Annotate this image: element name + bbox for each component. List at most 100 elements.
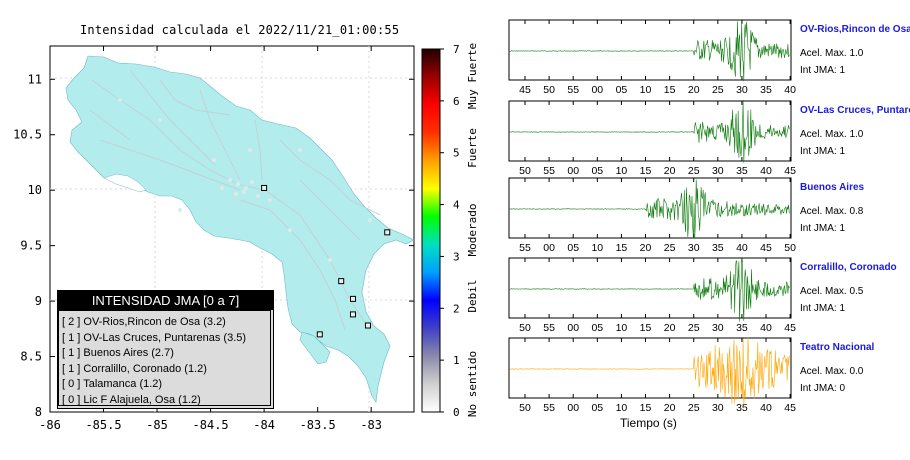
station-marker xyxy=(338,278,345,285)
seismogram-tick-label: 30 xyxy=(736,84,748,96)
colorbar-tick-label: 3 xyxy=(453,250,460,263)
map-x-tick-label: -83.5 xyxy=(300,418,336,432)
seismogram-tick-label: 35 xyxy=(736,165,748,177)
seismogram-tick-label: 00 xyxy=(567,322,579,334)
seismogram-tick-label: 25 xyxy=(688,322,700,334)
seismogram-station-name: Teatro Nacional xyxy=(800,342,875,353)
legend-item: [ 1 ] Buenos Aires (2.7) xyxy=(62,347,174,360)
legend-item: [ 2 ] OV-Rios,Rincon de Osa (3.2) xyxy=(62,316,226,328)
colorbar-tick-label: 7 xyxy=(453,43,460,56)
colorbar-level-label: Muy Fuerte xyxy=(466,43,479,109)
seismogram-tick-label: 35 xyxy=(736,402,748,414)
colorbar-level-label: Fuerte xyxy=(466,128,479,168)
seismogram-trace xyxy=(509,257,790,322)
map-y-tick-label: 10.5 xyxy=(13,128,42,142)
seismogram-tick-label: 20 xyxy=(664,165,676,177)
legend-item: [ 1 ] Corralillo, Coronado (1.2) xyxy=(62,362,207,375)
station-markers xyxy=(261,184,391,338)
seismogram-peak-accel: Acel. Max. 1.0 xyxy=(800,129,864,140)
map-x-tick-label: -86 xyxy=(39,418,61,432)
map-y-tick-label: 8.5 xyxy=(20,350,42,364)
map-y-axis: 11 10.5 10 9.5 9 8.5 8 xyxy=(13,72,414,419)
colorbar-level-label: Moderado xyxy=(466,204,479,257)
map-x-tick-label: -85 xyxy=(146,418,168,432)
seismogram-tick-label: 00 xyxy=(543,242,555,254)
seismogram-tick-label: 25 xyxy=(688,165,700,177)
seismogram-trace xyxy=(509,179,790,239)
colorbar-tick-label: 5 xyxy=(453,147,460,160)
osa-peninsula xyxy=(299,331,331,365)
seismogram-jma-intensity: Int JMA: 0 xyxy=(800,383,846,394)
seismogram-tick-label: 40 xyxy=(760,402,772,414)
seismogram-station-name: Buenos Aires xyxy=(800,182,865,193)
seismogram-tick-label: 20 xyxy=(664,322,676,334)
seismogram-tick-label: 05 xyxy=(616,84,628,96)
seismogram-tick-label: 15 xyxy=(664,84,676,96)
nicoya-gulf xyxy=(103,173,147,193)
map-title: Intensidad calculada el 2022/11/21_01:00… xyxy=(80,23,400,37)
seismogram-tick-label: 55 xyxy=(567,84,579,96)
map-x-tick-label: -84 xyxy=(253,418,275,432)
colorbar-gradient xyxy=(421,48,441,413)
colorbar-tick-label: 1 xyxy=(453,354,460,367)
seismogram-tick-label: 35 xyxy=(712,242,724,254)
station-marker xyxy=(384,229,391,236)
seismogram-tick-label: 45 xyxy=(519,84,531,96)
seismogram-tick-label: 10 xyxy=(616,165,628,177)
seismogram-tick-label: 10 xyxy=(616,322,628,334)
seismogram-tick-label: 15 xyxy=(640,322,652,334)
seismogram-tick-label: 05 xyxy=(567,242,579,254)
seismogram-station-name: OV-Las Cruces, Puntarenas xyxy=(800,105,910,116)
seismogram-tick-label: 45 xyxy=(784,322,796,334)
seismogram-tick-label: 30 xyxy=(712,322,724,334)
seismogram-trace xyxy=(509,337,790,406)
seismogram-tick-label: 25 xyxy=(688,402,700,414)
seismogram-tick-label: 20 xyxy=(664,402,676,414)
seismogram-station-name: OV-Rios,Rincon de Osa xyxy=(800,24,910,35)
seismogram-tick-label: 40 xyxy=(760,322,772,334)
legend-title: INTENSIDAD JMA [0 a 7] xyxy=(58,291,273,310)
seismogram-tick-label: 55 xyxy=(519,242,531,254)
seismogram-tick-label: 40 xyxy=(760,165,772,177)
seismogram-tick-label: 00 xyxy=(591,84,603,96)
map-x-tick-label: -83 xyxy=(360,418,382,432)
colorbar-tick-label: 0 xyxy=(453,406,460,419)
colorbar-tick-label: 4 xyxy=(453,199,460,212)
seismogram-tick-label: 00 xyxy=(567,402,579,414)
seismogram-tick-label: 20 xyxy=(688,84,700,96)
seismogram-tick-label: 25 xyxy=(664,242,676,254)
seismogram-tick-label: 15 xyxy=(616,242,628,254)
seismogram-panel: 55 00 05 10 15 20 25 30 35 40 45 50 xyxy=(508,177,796,254)
seismogram-jma-intensity: Int JMA: 1 xyxy=(800,223,846,234)
seismogram-tick-label: 50 xyxy=(519,322,531,334)
road-network xyxy=(89,69,381,331)
station-marker xyxy=(261,184,268,191)
seismogram-tick-label: 10 xyxy=(640,84,652,96)
seismogram-tick-label: 25 xyxy=(712,84,724,96)
seismogram-trace xyxy=(509,21,790,82)
map-y-tick-label: 8 xyxy=(35,405,42,419)
seismogram-panel: 50 55 00 05 10 15 20 25 30 35 40 45 xyxy=(508,99,796,177)
colorbar-tick-label: 2 xyxy=(453,302,460,315)
colorbar-level-label: Debil xyxy=(466,279,479,312)
legend-item: [ 1 ] OV-Las Cruces, Puntarenas (3.5) xyxy=(62,331,247,344)
station-marker xyxy=(364,322,371,329)
seismogram-tick-label: 50 xyxy=(543,84,555,96)
legend-item: [ 0 ] Talamanca (1.2) xyxy=(62,378,163,391)
seismogram-tick-label: 35 xyxy=(736,322,748,334)
seismogram-tick-label: 50 xyxy=(519,165,531,177)
intensity-legend: INTENSIDAD JMA [0 a 7] [ 2 ] OV-Rios,Rin… xyxy=(57,290,274,409)
map-y-tick-label: 10 xyxy=(28,183,42,197)
seismogram-tick-label: 40 xyxy=(736,242,748,254)
seismogram-panel: 50 55 00 05 10 15 20 25 30 35 40 45 xyxy=(508,337,796,414)
seismogram-tick-label: 05 xyxy=(591,165,603,177)
seismogram-peak-accel: Acel. Max. 0.8 xyxy=(800,206,864,217)
seismogram-panel: 50 55 00 05 10 15 20 25 30 35 40 45 xyxy=(508,257,796,334)
seismogram-tick-label: 30 xyxy=(712,165,724,177)
map-y-tick-label: 9 xyxy=(35,294,42,308)
seismogram-tick-label: 30 xyxy=(712,402,724,414)
legend-list: [ 2 ] OV-Rios,Rincon de Osa (3.2) [ 1 ] … xyxy=(62,315,273,409)
seismogram-jma-intensity: Int JMA: 1 xyxy=(800,303,846,314)
station-marker xyxy=(349,295,356,302)
seismogram-tick-label: 15 xyxy=(640,402,652,414)
